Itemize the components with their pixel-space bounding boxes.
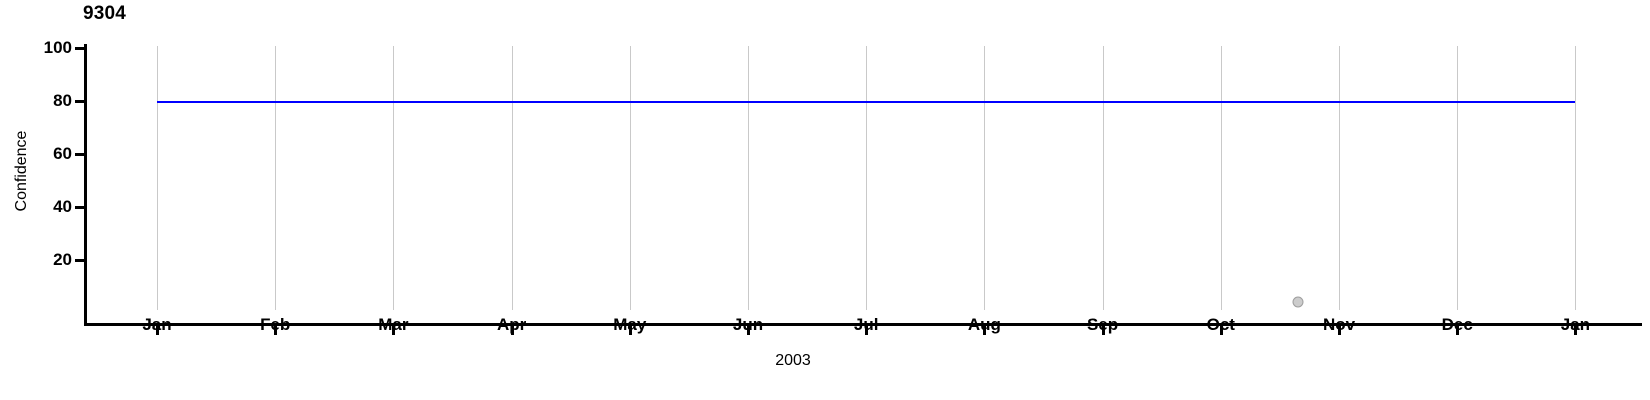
gridline-jan-12: [1575, 46, 1577, 310]
series-line-segment: [275, 100, 394, 103]
x-axis-tick: [392, 326, 396, 335]
gridline-may-4: [629, 46, 631, 310]
x-axis-tick-label-12: Jan: [1560, 315, 1591, 334]
gridline-nov-10: [1339, 46, 1340, 310]
x-axis-tick-label-11: Dec: [1441, 315, 1473, 334]
x-axis-tick: [1219, 326, 1223, 335]
x-axis-tick: [1574, 326, 1578, 335]
y-axis-tick: [75, 258, 84, 262]
series-line-segment: [511, 100, 630, 103]
y-axis-tick: [75, 47, 84, 50]
series-line-segment: [629, 100, 748, 103]
series-line-segment: [393, 100, 512, 103]
gridline-apr-3: [511, 46, 513, 310]
x-axis-tick: [1456, 326, 1460, 335]
series-line-segment: [866, 100, 985, 103]
series-line-segment: [1457, 100, 1576, 103]
x-axis-tick: [1101, 326, 1105, 335]
gridline-jan-0: [157, 46, 158, 310]
x-axis-tick: [747, 326, 750, 335]
x-axis-tick-label-9: Oct: [1206, 315, 1235, 334]
y-axis-tick-label-60: 60: [53, 143, 72, 163]
series-line-segment: [1339, 100, 1458, 103]
x-axis-tick: [865, 326, 869, 335]
gridline-feb-1: [275, 46, 277, 310]
gridline-jun-5: [748, 46, 749, 310]
y-axis-tick: [75, 152, 84, 156]
y-axis-tick-label-100: 100: [43, 38, 72, 57]
x-axis-tick-label-10: Nov: [1322, 315, 1356, 334]
gridline-jul-6: [866, 46, 868, 310]
data-point-marker[interactable]: [1292, 296, 1304, 308]
chart-title: 9304: [83, 3, 127, 24]
x-axis-line: [84, 323, 1642, 326]
series-line-segment: [1102, 100, 1221, 103]
x-axis-tick: [1338, 326, 1341, 335]
x-axis-tick-label-2: Mar: [378, 315, 409, 334]
y-axis-line: [84, 44, 87, 326]
y-axis-tick-label-40: 40: [53, 196, 72, 216]
series-line-segment: [748, 100, 867, 103]
x-axis-tick-label-1: Feb: [260, 315, 291, 334]
x-axis-title-text: 2003: [775, 352, 811, 369]
x-axis-tick: [156, 326, 159, 335]
gridline-sep-8: [1102, 46, 1104, 310]
x-axis-tick-label-7: Aug: [967, 315, 1001, 334]
series-line-segment: [984, 100, 1103, 103]
x-axis-tick-label-4: May: [613, 315, 647, 334]
x-axis-tick: [510, 326, 514, 335]
y-axis-tick-label-80: 80: [53, 90, 72, 110]
y-axis-title: Confidence: [13, 130, 30, 212]
plot-area: [86, 46, 1640, 310]
series-line-segment: [1220, 100, 1339, 103]
x-axis-tick: [274, 326, 278, 335]
gridline-oct-9: [1220, 46, 1222, 310]
x-axis-tick-label-8: Sep: [1087, 315, 1119, 334]
y-axis-tick: [75, 205, 84, 209]
gridline-aug-7: [984, 46, 986, 310]
x-axis-title: 2003: [0, 352, 1650, 370]
gridline-dec-11: [1457, 46, 1459, 310]
series-line-segment: [157, 100, 276, 103]
x-axis-tick-label-3: Apr: [496, 315, 527, 334]
x-axis-tick: [628, 326, 632, 335]
y-axis-tick: [75, 99, 84, 103]
x-axis-tick-label-0: Jan: [142, 315, 172, 334]
x-axis-tick-label-6: Jul: [853, 315, 879, 334]
x-axis-tick-label-5: Jun: [732, 315, 764, 334]
gridline-mar-2: [393, 46, 395, 310]
x-axis-tick: [983, 326, 987, 335]
y-axis-tick-label-20: 20: [53, 249, 72, 269]
